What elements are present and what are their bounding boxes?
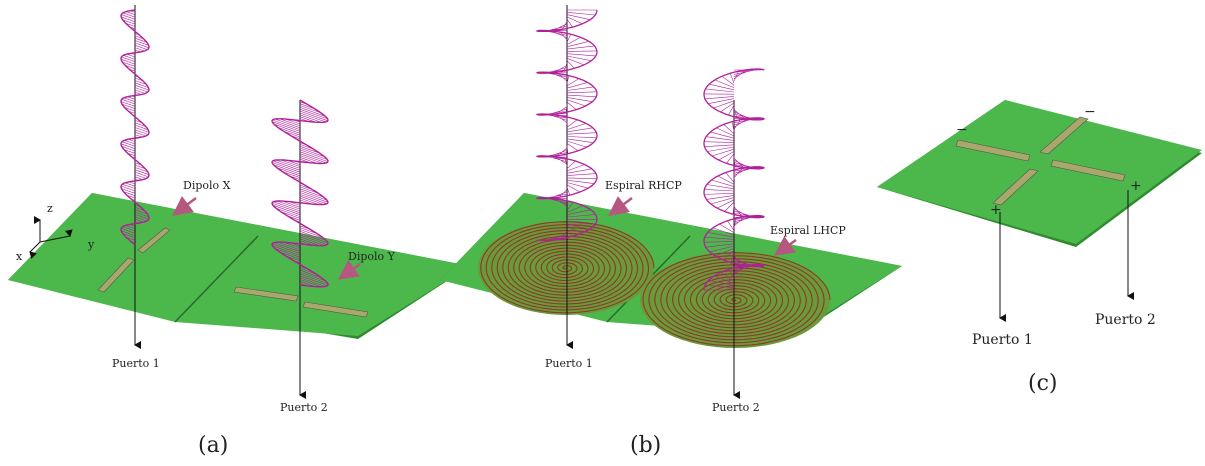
axis-label: y (87, 238, 95, 251)
label: Dipolo Y (348, 250, 396, 263)
board (8, 193, 470, 336)
panel-b: Espiral RHCP Espiral LHCP Puerto 1 Puert… (440, 5, 902, 458)
panel-a: z y x Dipolo X Dipolo Y Puerto 1 Puerto … (8, 5, 470, 458)
port-label: Puerto 2 (712, 401, 760, 414)
sign: + (990, 202, 1002, 218)
board (877, 100, 1202, 244)
panel-c: − − + + Puerto 1 Puerto 2 (c) (877, 100, 1202, 396)
port-label: Puerto 1 (972, 332, 1033, 348)
port-label: Puerto 1 (545, 357, 593, 370)
label: Espiral RHCP (605, 179, 682, 192)
caption: (a) (198, 433, 228, 458)
caption: (b) (630, 433, 661, 458)
port-label: Puerto 2 (280, 401, 328, 414)
sign: − (956, 122, 968, 138)
figure: z y x Dipolo X Dipolo Y Puerto 1 Puerto … (0, 0, 1205, 466)
port-label: Puerto 2 (1095, 312, 1156, 328)
caption: (c) (1028, 371, 1058, 396)
axis-label: x (16, 250, 23, 263)
sign: − (1084, 104, 1096, 120)
label: Espiral LHCP (770, 224, 846, 237)
sign: + (1130, 178, 1142, 194)
port-label: Puerto 1 (112, 357, 160, 370)
axis-label: z (47, 202, 53, 215)
label: Dipolo X (183, 179, 231, 192)
